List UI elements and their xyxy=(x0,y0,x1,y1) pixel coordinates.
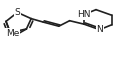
Text: Me: Me xyxy=(6,29,19,38)
Text: N: N xyxy=(96,25,103,34)
Text: HN: HN xyxy=(77,10,91,19)
Text: S: S xyxy=(15,8,20,17)
